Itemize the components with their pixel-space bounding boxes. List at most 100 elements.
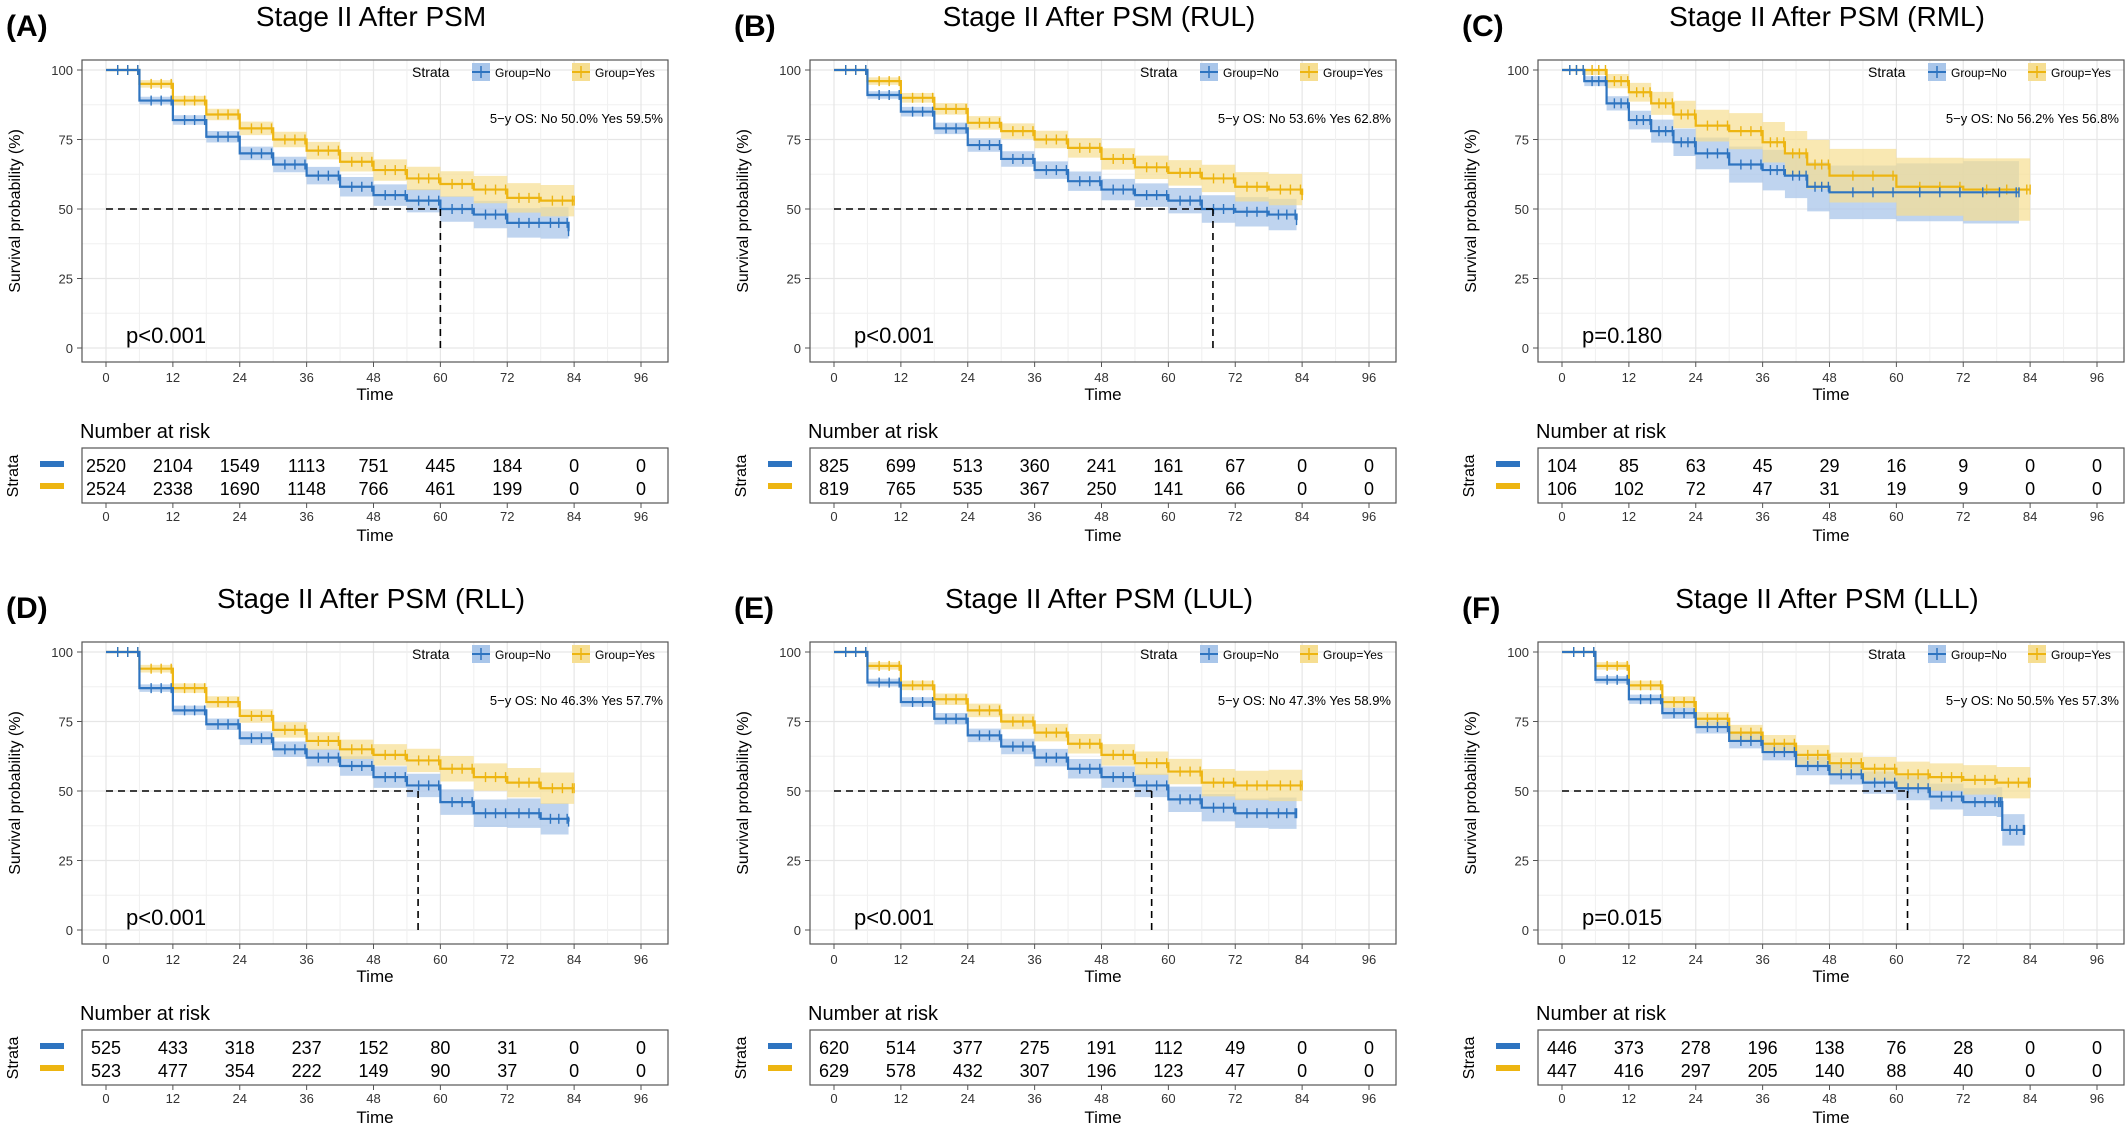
risk-key-yes <box>1496 483 1520 489</box>
risk-key-no <box>40 461 64 467</box>
risk-x-tick-label: 0 <box>1558 509 1565 524</box>
legend-title: Strata <box>412 646 450 662</box>
risk-table-ylabel: Strata <box>5 1037 22 1080</box>
p-value-text: p=0.015 <box>1582 905 1662 930</box>
risk-x-tick-label: 96 <box>634 509 648 524</box>
plot-frame <box>81 59 669 363</box>
risk-table-frame <box>809 1029 1397 1086</box>
y-tick-label: 50 <box>59 202 73 217</box>
risk-value-yes: 1690 <box>220 479 260 499</box>
risk-value-yes: 199 <box>492 479 522 499</box>
risk-x-tick-label: 72 <box>1956 1091 1970 1106</box>
risk-value-no: 513 <box>953 456 983 476</box>
x-tick-label: 12 <box>894 370 908 385</box>
x-tick-label: 72 <box>1228 370 1242 385</box>
risk-value-no: 0 <box>2092 1038 2102 1058</box>
x-tick-label: 60 <box>1889 370 1903 385</box>
risk-x-tick-label: 84 <box>2023 1091 2037 1106</box>
risk-x-tick-label: 48 <box>1094 509 1108 524</box>
x-tick-label: 96 <box>2090 952 2104 967</box>
risk-value-no: 1113 <box>288 456 325 476</box>
risk-x-tick-label: 12 <box>894 1091 908 1106</box>
legend-title: Strata <box>1868 646 1906 662</box>
risk-value-yes: 196 <box>1086 1061 1116 1081</box>
risk-x-tick-label: 72 <box>1228 509 1242 524</box>
ci-band-yes <box>106 652 575 805</box>
x-tick-label: 48 <box>1822 952 1836 967</box>
risk-value-yes: 766 <box>358 479 388 499</box>
p-value-text: p<0.001 <box>854 323 934 348</box>
x-tick-label: 72 <box>1228 952 1242 967</box>
x-tick-label: 60 <box>433 952 447 967</box>
risk-key-yes <box>768 483 792 489</box>
x-tick-label: 24 <box>233 370 247 385</box>
x-tick-label: 96 <box>634 370 648 385</box>
x-tick-label: 96 <box>2090 370 2104 385</box>
risk-x-tick-label: 60 <box>1889 509 1903 524</box>
x-tick-label: 96 <box>634 952 648 967</box>
x-tick-label: 24 <box>233 952 247 967</box>
risk-value-yes: 578 <box>886 1061 916 1081</box>
plot-frame <box>809 59 1397 363</box>
risk-value-yes: 9 <box>1958 479 1968 499</box>
risk-x-tick-label: 60 <box>1161 509 1175 524</box>
risk-table-frame <box>1537 447 2125 504</box>
km-curve-no <box>106 68 570 232</box>
risk-table-title: Number at risk <box>80 1003 211 1025</box>
p-value-text: p<0.001 <box>854 905 934 930</box>
y-tick-label: 100 <box>779 645 801 660</box>
risk-value-yes: 0 <box>1297 1061 1307 1081</box>
risk-value-yes: 31 <box>1819 479 1839 499</box>
risk-x-tick-label: 48 <box>366 1091 380 1106</box>
risk-value-no: 445 <box>425 456 455 476</box>
y-tick-label: 100 <box>779 63 801 78</box>
x-tick-label: 24 <box>1689 370 1703 385</box>
risk-value-no: 191 <box>1086 1038 1116 1058</box>
y-tick-label: 25 <box>787 854 801 869</box>
risk-x-tick-label: 24 <box>1689 509 1703 524</box>
risk-value-no: 104 <box>1547 456 1577 476</box>
five-year-os-text: 5−y OS: No 47.3% Yes 58.9% <box>1218 693 1392 708</box>
x-tick-label: 84 <box>1295 370 1309 385</box>
km-curve-no <box>1562 68 2019 194</box>
x-tick-label: 12 <box>166 370 180 385</box>
risk-x-tick-label: 36 <box>1755 1091 1769 1106</box>
legend-label-yes: Group=Yes <box>2051 648 2111 662</box>
risk-value-yes: 102 <box>1614 479 1644 499</box>
risk-value-no: 45 <box>1753 456 1773 476</box>
y-tick-label: 50 <box>787 784 801 799</box>
risk-value-yes: 149 <box>358 1061 388 1081</box>
risk-value-no: 699 <box>886 456 916 476</box>
risk-table-title: Number at risk <box>808 421 939 443</box>
y-tick-label: 100 <box>1507 63 1529 78</box>
risk-x-tick-label: 12 <box>166 1091 180 1106</box>
x-tick-label: 48 <box>1094 952 1108 967</box>
risk-table-frame <box>809 447 1397 504</box>
y-axis-label: Survival probability (%) <box>1463 129 1480 293</box>
x-tick-label: 36 <box>299 370 313 385</box>
risk-table-frame <box>1537 1029 2125 1086</box>
risk-value-no: 1549 <box>220 456 260 476</box>
y-tick-label: 25 <box>59 272 73 287</box>
x-axis-label: Time <box>1084 967 1121 986</box>
risk-key-yes <box>768 1065 792 1071</box>
risk-x-tick-label: 96 <box>2090 1091 2104 1106</box>
y-tick-label: 50 <box>1515 202 1529 217</box>
x-tick-label: 72 <box>500 370 514 385</box>
risk-key-no <box>768 1043 792 1049</box>
risk-x-tick-label: 60 <box>1889 1091 1903 1106</box>
x-tick-label: 84 <box>1295 952 1309 967</box>
risk-x-tick-label: 24 <box>1689 1091 1703 1106</box>
x-tick-label: 12 <box>166 952 180 967</box>
risk-value-no: 360 <box>1020 456 1050 476</box>
y-tick-label: 50 <box>1515 784 1529 799</box>
p-value-text: p=0.180 <box>1582 323 1662 348</box>
risk-value-yes: 297 <box>1681 1061 1711 1081</box>
legend-label-no: Group=No <box>1223 66 1279 80</box>
risk-x-tick-label: 72 <box>1956 509 1970 524</box>
risk-value-yes: 307 <box>1020 1061 1050 1081</box>
risk-value-yes: 1148 <box>287 479 326 499</box>
y-axis-label: Survival probability (%) <box>735 129 752 293</box>
risk-key-no <box>768 461 792 467</box>
risk-table-ylabel: Strata <box>5 455 22 498</box>
